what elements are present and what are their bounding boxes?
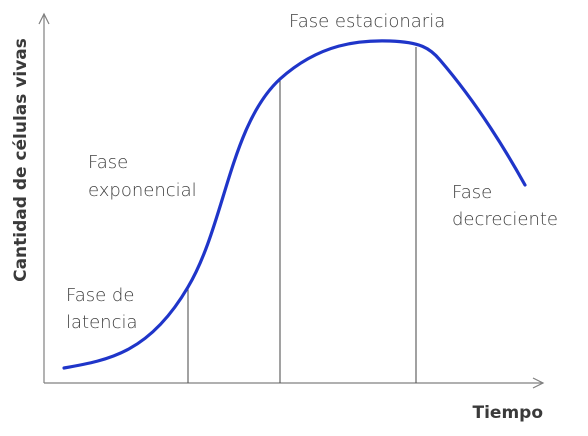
phase-label-latencia-line-1: Fase de — [66, 285, 134, 306]
x-axis-arrow — [532, 377, 545, 389]
growth-curve — [62, 39, 527, 370]
y-axis-arrow — [38, 12, 50, 25]
phase-label-decreciente-line-1: Fase — [452, 182, 492, 203]
y-axis-title: Cantidad de células vivas — [11, 38, 31, 282]
phase-label-decreciente: Fase decreciente — [452, 182, 558, 230]
x-axis-title: Tiempo — [472, 403, 543, 423]
phase-label-latencia-line-2: latencia — [66, 312, 138, 333]
phase-label-decreciente-line-2: decreciente — [452, 209, 558, 230]
phase-label-exponencial-line-1: Fase — [88, 152, 128, 173]
phase-label-estacionaria: Fase estacionaria — [289, 11, 445, 32]
phase-label-latencia: Fase de latencia — [66, 285, 140, 333]
phase-label-exponencial: Fase exponencial — [88, 152, 197, 201]
phase-label-estacionaria-line-1: Fase estacionaria — [289, 11, 445, 32]
phase-label-exponencial-line-2: exponencial — [88, 180, 197, 201]
